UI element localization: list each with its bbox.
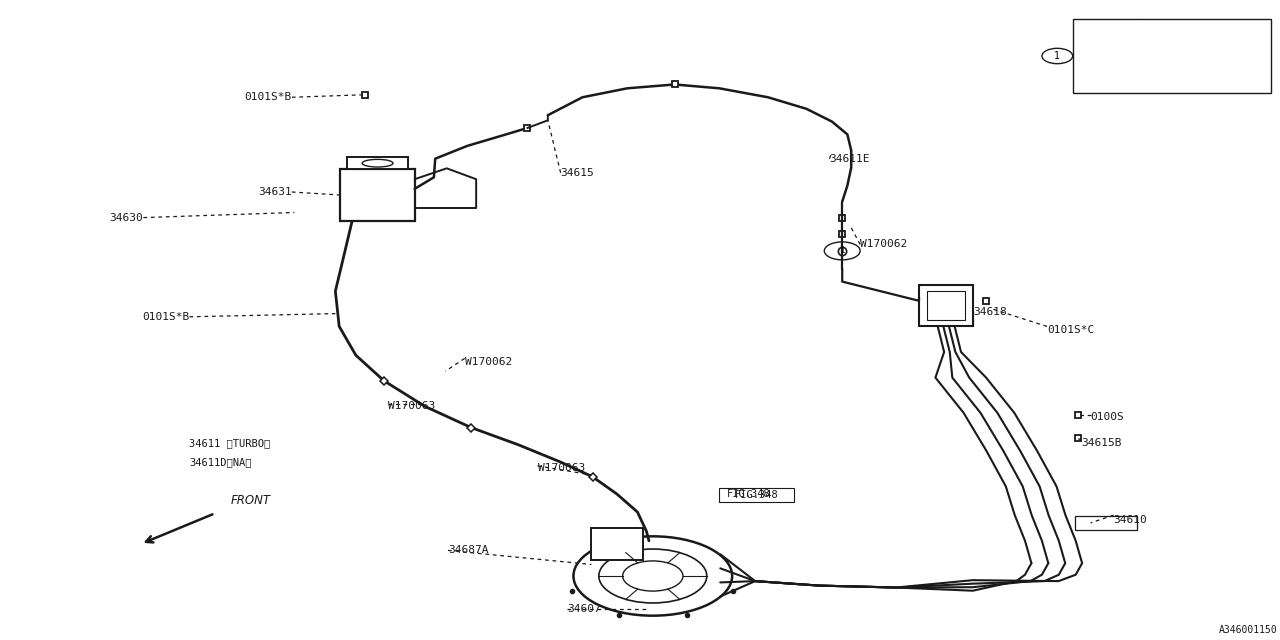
Text: 0101S*B: 0101S*B	[142, 312, 189, 322]
Text: 0100S: 0100S	[1091, 412, 1124, 422]
Text: 0101S*B: 0101S*B	[244, 92, 292, 102]
Bar	[1075, 516, 1137, 530]
Text: W170063: W170063	[538, 463, 585, 474]
Bar	[719, 488, 794, 502]
Text: FIG.348: FIG.348	[735, 490, 778, 500]
Text: A346001150: A346001150	[1219, 625, 1277, 636]
Text: 34615: 34615	[561, 168, 594, 178]
Text: (’11MY1008-): (’11MY1008-)	[1146, 69, 1216, 79]
Text: 0101S*A: 0101S*A	[1078, 33, 1119, 43]
Text: W170062: W170062	[860, 239, 908, 250]
Text: 34607: 34607	[567, 604, 600, 614]
Text: W170062: W170062	[465, 356, 512, 367]
Ellipse shape	[362, 159, 393, 167]
FancyBboxPatch shape	[591, 528, 643, 560]
Text: 1: 1	[1055, 51, 1060, 61]
Bar	[927, 291, 965, 320]
Text: FRONT: FRONT	[230, 494, 270, 507]
Text: W170063: W170063	[388, 401, 435, 412]
Bar	[340, 169, 415, 221]
Text: 34631: 34631	[259, 187, 292, 197]
Text: 34611D〈NA〉: 34611D〈NA〉	[189, 457, 252, 467]
Text: FIG.348: FIG.348	[727, 489, 771, 499]
Text: 0101S*C: 0101S*C	[1047, 324, 1094, 335]
Text: 34630: 34630	[110, 212, 143, 223]
Text: 1: 1	[840, 246, 845, 255]
Text: A60685: A60685	[1078, 69, 1114, 79]
Text: 34611 〈TURBO〉: 34611 〈TURBO〉	[189, 438, 270, 448]
Bar	[1073, 19, 1271, 93]
Bar	[919, 285, 973, 326]
Text: ( -’11MY1007): ( -’11MY1007)	[1146, 33, 1222, 43]
Text: 34611E: 34611E	[829, 154, 870, 164]
Text: 34687A: 34687A	[448, 545, 489, 556]
Text: 34610: 34610	[1114, 515, 1147, 525]
Text: 34618: 34618	[973, 307, 1006, 317]
Text: 34615B: 34615B	[1082, 438, 1123, 448]
Bar	[347, 157, 408, 169]
